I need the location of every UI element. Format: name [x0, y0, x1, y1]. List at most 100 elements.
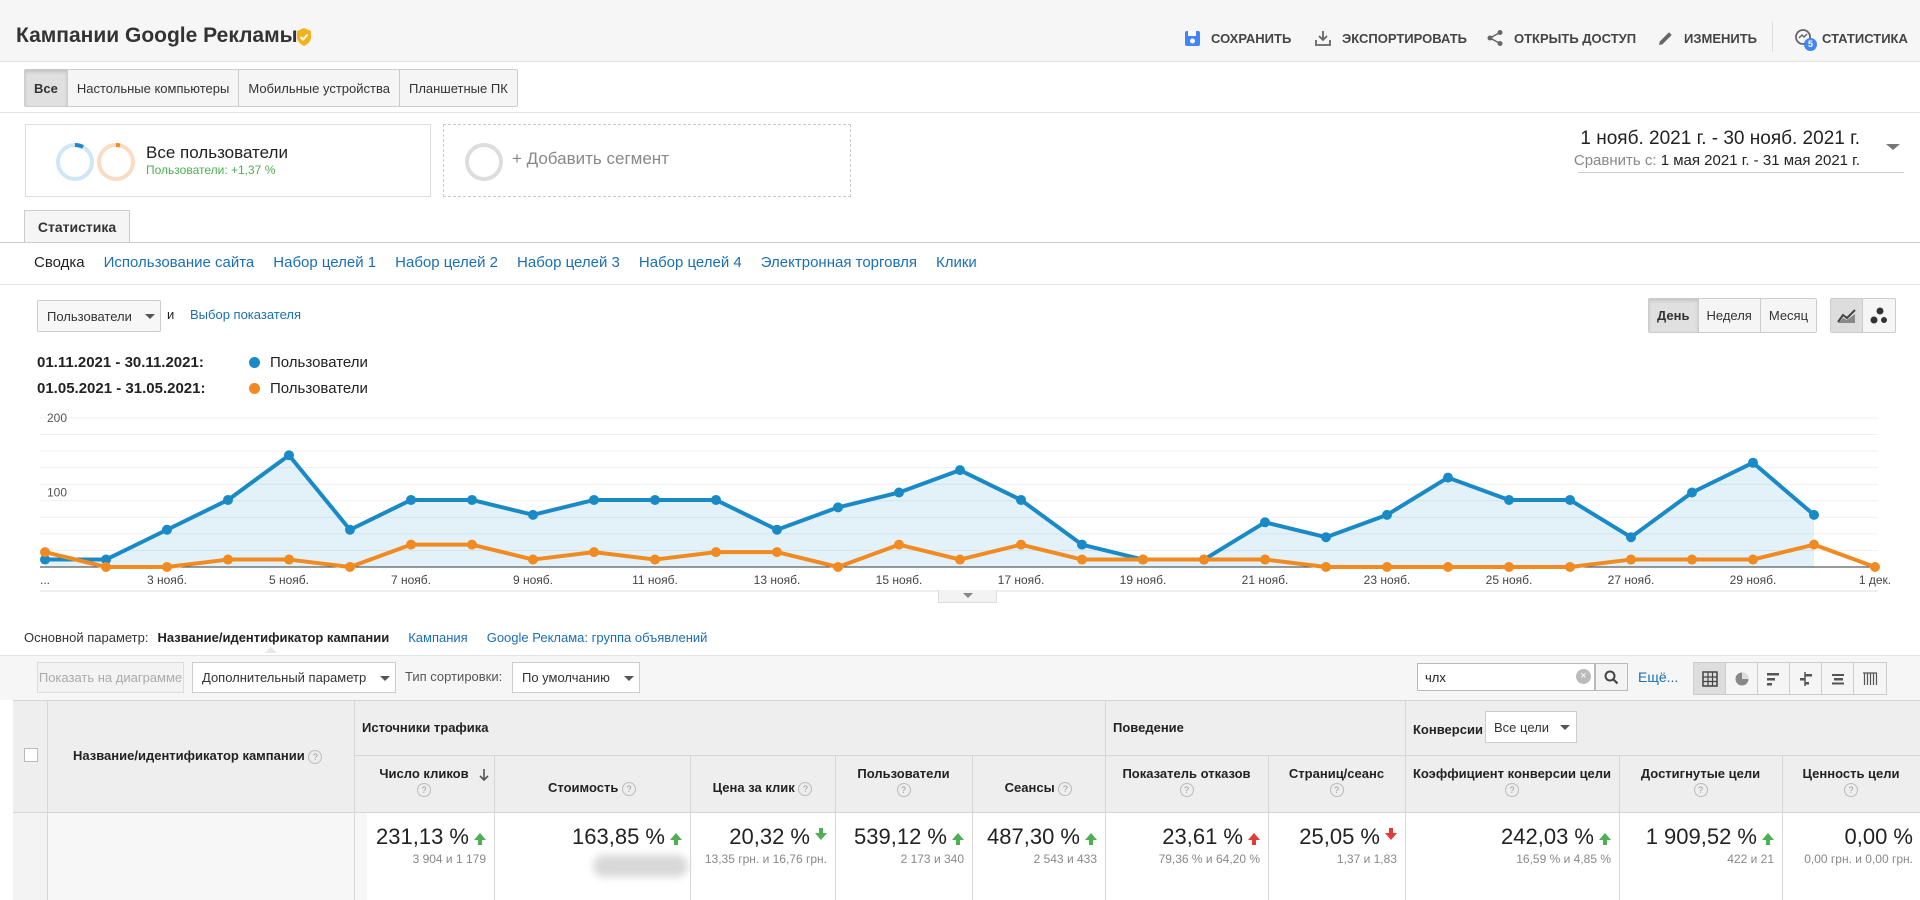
period-month[interactable]: Месяц [1768, 308, 1809, 323]
table-search-input[interactable] [1417, 663, 1595, 691]
data-point-previous [1870, 562, 1880, 572]
help-icon[interactable]: ? [798, 782, 813, 796]
summary-value-bounce-rate: 23,61 % [1105, 824, 1260, 850]
help-icon[interactable]: ? [621, 782, 636, 796]
view-comparison-button[interactable] [1790, 663, 1822, 694]
help-icon[interactable]: ? [308, 750, 323, 764]
metric-select[interactable]: Пользователи [37, 300, 161, 332]
date-range-picker[interactable]: 1 нояб. 2021 г. - 30 нояб. 2021 г. Сравн… [1574, 128, 1860, 169]
grid-line [1619, 756, 1620, 900]
view-table-button[interactable] [1694, 663, 1726, 694]
help-icon[interactable]: ? [1844, 783, 1858, 797]
dimension-campaign-name[interactable]: Название/идентификатор кампании [157, 630, 390, 645]
goal-select[interactable]: Все цели [1485, 711, 1577, 743]
select-all-checkbox[interactable] [24, 748, 38, 762]
data-point-previous [1138, 554, 1148, 565]
segment-title: Все пользователи [146, 143, 288, 162]
tab-explorer[interactable]: Статистика [24, 210, 130, 243]
view-pie-button[interactable] [1726, 663, 1758, 694]
column-label: Достигнутые цели [1640, 766, 1761, 781]
subtab-goal-set-4[interactable]: Набор целей 4 [638, 254, 742, 271]
compare-label: Сравнить с: [1573, 152, 1657, 169]
column-header-bounce-rate[interactable]: Показатель отказов? [1105, 766, 1268, 797]
choose-metric-link[interactable]: Выбор показателя [190, 307, 301, 322]
plot-rows-button[interactable]: Показать на диаграмме [37, 662, 184, 693]
segment-all-users[interactable]: Все пользователи Пользователи: +1,37 % [25, 124, 431, 197]
secondary-dimension-select[interactable]: Дополнительный параметр [192, 662, 396, 693]
column-header-goal-value[interactable]: Ценность цели? [1782, 766, 1920, 797]
x-tick-label: 17 нояб. [998, 573, 1045, 587]
column-header-sessions[interactable]: Сеансы ? [972, 780, 1105, 796]
column-header-cpc[interactable]: Цена за клик ? [690, 780, 835, 796]
column-header-goal-conversion-rate[interactable]: Коэффициент конверсии цели? [1405, 766, 1619, 797]
x-tick-label: 13 нояб. [754, 573, 801, 587]
x-tick-label: 15 нояб. [876, 573, 923, 587]
download-icon [1315, 31, 1331, 46]
dimension-header[interactable]: Название/идентификатор кампании ? [73, 748, 353, 764]
summary-checkbox-cell [13, 812, 47, 900]
period-week[interactable]: Неделя [1699, 299, 1761, 332]
device-tab-all[interactable]: Все [25, 70, 68, 106]
chevron-down-icon[interactable] [1886, 144, 1900, 150]
data-point-previous [1626, 554, 1636, 565]
insights-button[interactable]: 5 СТАТИСТИКА [1794, 26, 1908, 51]
data-point-current [1382, 509, 1392, 520]
legend-dot-previous [249, 383, 260, 394]
column-header-goal-completions[interactable]: Достигнутые цели? [1619, 766, 1782, 797]
chart-collapse-handle[interactable] [938, 590, 997, 603]
advanced-filter-link[interactable]: Ещё... [1638, 669, 1679, 685]
data-point-previous [1443, 562, 1453, 572]
help-icon[interactable]: ? [417, 783, 431, 797]
trend-up-icon [1599, 832, 1611, 845]
view-pivot-button[interactable] [1854, 663, 1886, 694]
motion-chart-button[interactable] [1863, 299, 1895, 332]
help-icon[interactable]: ? [1505, 783, 1519, 797]
value-text: 25,05 % [1299, 824, 1380, 849]
subtab-clicks[interactable]: Клики [936, 254, 977, 271]
help-icon[interactable]: ? [896, 783, 911, 797]
series-line-current [45, 453, 1816, 562]
column-header-users[interactable]: Пользователи? [835, 766, 972, 797]
dimension-campaign[interactable]: Кампания [408, 630, 468, 645]
grid-line [494, 756, 495, 900]
help-icon[interactable]: ? [1179, 783, 1194, 797]
trend-down-icon [815, 827, 827, 840]
subtab-goal-set-2[interactable]: Набор целей 2 [395, 254, 499, 271]
data-point-previous [894, 539, 904, 550]
add-segment-button[interactable]: + Добавить сегмент [443, 124, 851, 197]
view-term-cloud-button[interactable] [1822, 663, 1854, 694]
help-icon[interactable]: ? [1329, 783, 1344, 797]
period-day[interactable]: День [1649, 299, 1699, 332]
grid-line [1268, 756, 1269, 900]
x-tick-label: 5 нояб. [269, 573, 309, 587]
save-button[interactable]: СОХРАНИТЬ [1184, 26, 1291, 50]
subtab-goal-set-3[interactable]: Набор целей 3 [517, 254, 620, 271]
summary-value-clicks: 231,13 % [354, 824, 486, 850]
value-text: 539,12 % [854, 824, 947, 849]
column-header-pages-per-session[interactable]: Страниц/сеанс? [1268, 766, 1405, 797]
dimension-ad-group[interactable]: Google Реклама: группа объявлений [486, 630, 708, 645]
edit-button[interactable]: ИЗМЕНИТЬ [1657, 26, 1757, 50]
subtab-site-usage[interactable]: Использование сайта [103, 254, 255, 271]
export-button[interactable]: ЭКСПОРТИРОВАТЬ [1314, 26, 1467, 50]
device-tab-desktop[interactable]: Настольные компьютеры [68, 70, 240, 106]
subtab-ecommerce[interactable]: Электронная торговля [760, 254, 917, 271]
subtab-summary[interactable]: Сводка [34, 254, 85, 271]
data-point-current [101, 554, 111, 565]
device-tab-tablet[interactable]: Планшетные ПК [408, 80, 508, 96]
column-header-clicks[interactable]: Число кликов? [354, 766, 494, 797]
view-bar-button[interactable] [1758, 663, 1790, 694]
device-tab-mobile[interactable]: Мобильные устройства [239, 70, 400, 106]
data-point-previous [1321, 562, 1331, 572]
column-header-cost[interactable]: Стоимость ? [494, 780, 690, 796]
share-button[interactable]: ОТКРЫТЬ ДОСТУП [1486, 26, 1636, 50]
search-button[interactable] [1595, 663, 1628, 691]
help-icon[interactable]: ? [1058, 782, 1073, 796]
subtab-goal-set-1[interactable]: Набор целей 1 [273, 254, 377, 271]
help-icon[interactable]: ? [1693, 783, 1708, 797]
table-header [13, 700, 1920, 812]
clear-search-icon[interactable]: × [1576, 669, 1591, 684]
metric-select-value: Пользователи [47, 308, 132, 324]
sort-type-select[interactable]: По умолчанию [512, 662, 640, 693]
line-chart-button[interactable] [1831, 299, 1863, 332]
